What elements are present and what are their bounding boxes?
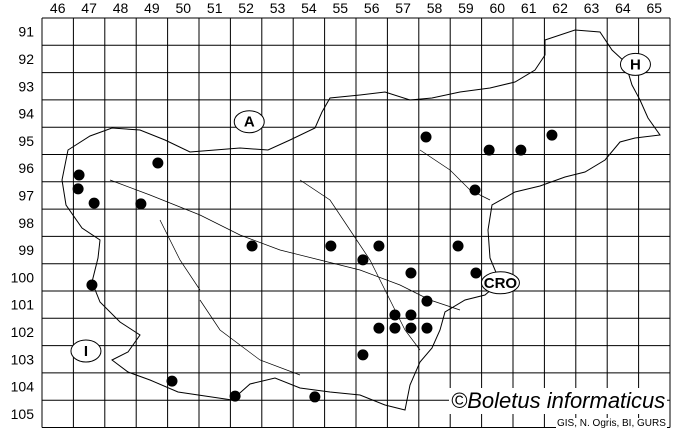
row-label: 100 — [11, 269, 35, 285]
record-dot — [357, 349, 369, 361]
row-label: 102 — [11, 324, 35, 340]
country-ellipse — [480, 271, 520, 295]
row-label: 97 — [18, 187, 34, 203]
row-label: 91 — [18, 24, 34, 40]
column-label: 50 — [176, 0, 192, 16]
record-dot — [469, 184, 481, 196]
grid-lines — [41, 17, 671, 428]
country-labels: A H CRO I — [70, 52, 651, 363]
credit-text: GIS, N. Ogris, BI, GURS — [556, 418, 667, 430]
record-dot — [166, 375, 178, 387]
country-ellipse — [233, 110, 265, 134]
column-label: 49 — [144, 0, 160, 16]
record-dot — [73, 169, 85, 181]
record-dot — [309, 391, 321, 403]
record-dot — [88, 197, 100, 209]
column-label: 58 — [427, 0, 443, 16]
country-ellipse — [619, 52, 651, 76]
record-dot — [405, 267, 417, 279]
row-label: 103 — [11, 351, 35, 367]
column-label: 53 — [270, 0, 286, 16]
column-label: 54 — [301, 0, 317, 16]
record-dot — [357, 254, 369, 266]
record-dot — [470, 267, 482, 279]
column-label: 65 — [647, 0, 663, 16]
copyright-text: ©Boletus informaticus — [449, 388, 668, 414]
column-label: 61 — [521, 0, 537, 16]
country-label: A — [244, 114, 255, 131]
record-dot — [546, 129, 558, 141]
record-dots — [72, 129, 558, 403]
record-dot — [515, 144, 527, 156]
country-label: I — [84, 343, 88, 360]
axis-labels: 46 47 48 49 50 51 52 53 54 55 56 57 58 59 60 61 62 63 64 65… — [11, 0, 663, 422]
slovenia-border — [61, 29, 661, 411]
record-dot — [420, 131, 432, 143]
record-dot — [483, 144, 495, 156]
country-label: CRO — [484, 275, 518, 292]
row-label: 105 — [11, 406, 35, 422]
column-label: 60 — [490, 0, 506, 16]
record-dot — [405, 309, 417, 321]
column-label: 62 — [552, 0, 568, 16]
record-dot — [373, 322, 385, 334]
row-label: 101 — [11, 297, 35, 313]
record-dot — [421, 322, 433, 334]
column-label: 59 — [458, 0, 474, 16]
row-label: 99 — [18, 242, 34, 258]
row-label: 98 — [18, 215, 34, 231]
column-label: 46 — [50, 0, 66, 16]
record-dot — [452, 240, 464, 252]
column-label: 52 — [238, 0, 254, 16]
country-ellipse — [70, 339, 102, 363]
record-dot — [421, 295, 433, 307]
column-label: 63 — [584, 0, 600, 16]
column-label: 57 — [395, 0, 411, 16]
record-dot — [389, 322, 401, 334]
record-dot — [325, 240, 337, 252]
country-border — [61, 29, 661, 411]
column-label: 47 — [81, 0, 97, 16]
record-dot — [152, 157, 164, 169]
row-label: 95 — [18, 133, 34, 149]
column-label: 64 — [615, 0, 631, 16]
country-label: H — [630, 56, 641, 73]
record-dot — [373, 240, 385, 252]
row-label: 94 — [18, 106, 34, 122]
river — [109, 149, 491, 376]
row-label: 104 — [11, 379, 35, 395]
column-label: 51 — [207, 0, 223, 16]
record-dot — [135, 198, 147, 210]
record-dot — [246, 240, 258, 252]
record-dot — [86, 279, 98, 291]
row-label: 96 — [18, 160, 34, 176]
record-dot — [389, 309, 401, 321]
record-dot — [72, 183, 84, 195]
record-dot — [405, 322, 417, 334]
column-label: 48 — [113, 0, 129, 16]
row-label: 93 — [18, 78, 34, 94]
row-label: 92 — [18, 51, 34, 67]
column-label: 55 — [333, 0, 349, 16]
record-dot — [229, 390, 241, 402]
column-label: 56 — [364, 0, 380, 16]
